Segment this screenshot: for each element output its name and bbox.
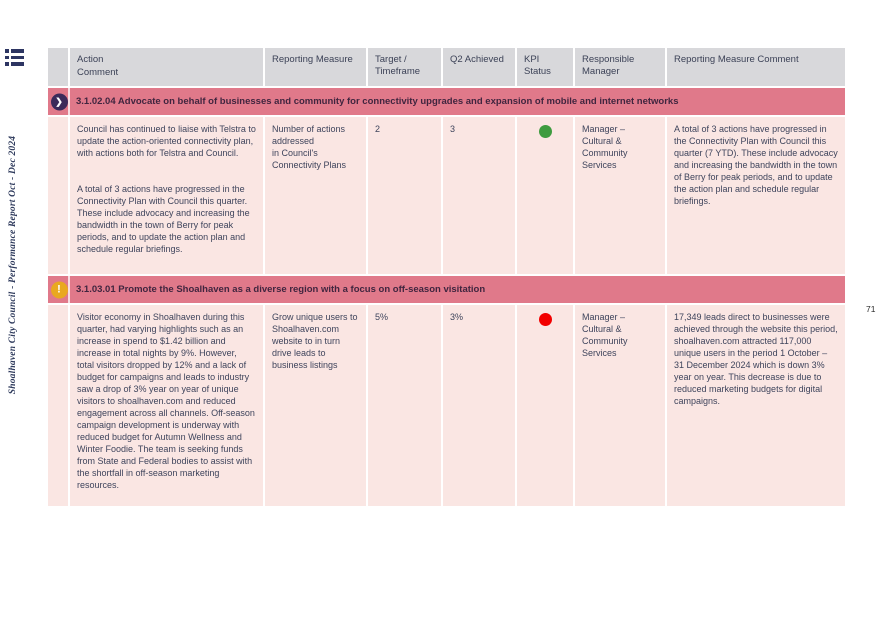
header-responsible-manager: Responsible Manager bbox=[575, 48, 665, 86]
header-kpi-status: KPI Status bbox=[517, 48, 573, 86]
q2-achieved-cell: 3 bbox=[443, 117, 515, 274]
exclamation-circle-icon: ! bbox=[50, 281, 68, 298]
header-target-timeframe: Target / Timeframe bbox=[368, 48, 441, 86]
reporting-measure-comment-cell: 17,349 leads direct to businesses were a… bbox=[667, 305, 845, 506]
header-icon-column bbox=[48, 48, 68, 86]
kpi-status-green-dot bbox=[538, 125, 552, 138]
performance-table: Action Comment Reporting Measure Target … bbox=[48, 48, 845, 506]
header-reporting-measure: Reporting Measure bbox=[265, 48, 366, 86]
q2-achieved-cell: 3% bbox=[443, 305, 515, 506]
target-timeframe-cell: 2 bbox=[368, 117, 441, 274]
chevron-right-circle-icon: ❯ bbox=[50, 93, 68, 110]
responsible-manager-cell: Manager – Cultural & Community Services bbox=[575, 117, 665, 274]
section-header-row[interactable]: ! 3.1.03.01 Promote the Shoalhaven as a … bbox=[48, 276, 845, 303]
section-title: 3.1.02.04 Advocate on behalf of business… bbox=[76, 96, 679, 107]
comment-paragraph: Council has continued to liaise with Tel… bbox=[77, 124, 256, 158]
action-comment-cell: Council has continued to liaise with Tel… bbox=[70, 117, 263, 274]
list-icon[interactable] bbox=[5, 49, 24, 66]
row-icon-cell bbox=[48, 305, 68, 506]
row-icon-cell bbox=[48, 117, 68, 274]
target-timeframe-cell: 5% bbox=[368, 305, 441, 506]
header-comment: Comment bbox=[77, 67, 119, 79]
reporting-measure-cell: Number of actions addressed in Council's… bbox=[265, 117, 366, 274]
comment-paragraph: Visitor economy in Shoalhaven during thi… bbox=[77, 312, 255, 490]
reporting-measure-comment-cell: A total of 3 actions have progressed in … bbox=[667, 117, 845, 274]
document-spine-title: Shoalhaven City Council - Performance Re… bbox=[8, 135, 18, 395]
page-number: 71 bbox=[866, 304, 876, 314]
responsible-manager-cell: Manager – Cultural & Community Services bbox=[575, 305, 665, 506]
kpi-status-cell bbox=[517, 117, 573, 274]
kpi-status-cell bbox=[517, 305, 573, 506]
section-header-row[interactable]: ❯ 3.1.02.04 Advocate on behalf of busine… bbox=[48, 88, 845, 115]
action-comment-cell: Visitor economy in Shoalhaven during thi… bbox=[70, 305, 263, 506]
header-action-comment: Action Comment bbox=[70, 48, 263, 86]
comment-paragraph: A total of 3 actions have progressed in … bbox=[77, 183, 250, 254]
header-q2-achieved: Q2 Achieved bbox=[443, 48, 515, 86]
header-reporting-measure-comment: Reporting Measure Comment bbox=[667, 48, 845, 86]
reporting-measure-cell: Grow unique users to Shoalhaven.com webs… bbox=[265, 305, 366, 506]
header-action: Action bbox=[77, 54, 104, 65]
section-title: 3.1.03.01 Promote the Shoalhaven as a di… bbox=[76, 284, 486, 295]
kpi-status-red-dot bbox=[538, 313, 552, 326]
